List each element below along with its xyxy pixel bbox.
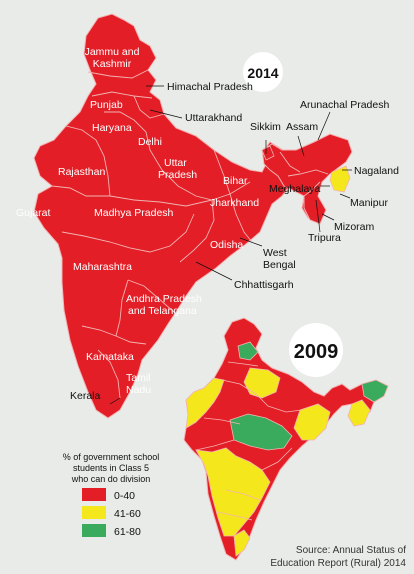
label-uttar: Uttar bbox=[164, 157, 187, 169]
manipur-2014 bbox=[329, 165, 351, 193]
year-badge-2009 bbox=[289, 323, 343, 377]
legend-title-line2: students in Class 5 bbox=[73, 463, 149, 473]
label-west-bengal: Bengal bbox=[263, 259, 296, 271]
green-region-central-2009 bbox=[229, 413, 293, 451]
label-karnataka: Karnataka bbox=[86, 351, 134, 363]
map-2014: 2014 Jammu and Kashmir Himachal Pradesh … bbox=[16, 13, 399, 419]
label-west: West bbox=[263, 247, 287, 259]
label-punjab: Punjab bbox=[90, 99, 123, 111]
source-line2: Education Report (Rural) 2014 bbox=[270, 558, 406, 569]
label-meghalaya: Meghalaya bbox=[269, 183, 321, 195]
legend-swatch-41-60 bbox=[82, 506, 106, 519]
sikkim-2014 bbox=[261, 145, 275, 161]
leader-lines-2014 bbox=[109, 85, 352, 405]
label-haryana: Haryana bbox=[92, 122, 132, 134]
legend-title-line3: who can do division bbox=[71, 474, 151, 484]
state-borders-2009 bbox=[195, 361, 303, 521]
yellow-region-ne-2009 bbox=[347, 399, 371, 427]
label-tamil: Tamil bbox=[126, 372, 151, 384]
source-line1: Source: Annual Status of bbox=[296, 545, 406, 556]
label-chhattisgarh: Chhattisgarh bbox=[234, 279, 294, 291]
yellow-region-central-2009 bbox=[195, 447, 271, 537]
label-jharkhand: Jharkhand bbox=[210, 197, 259, 209]
legend-swatch-0-40 bbox=[82, 488, 106, 501]
label-bihar: Bihar bbox=[223, 175, 248, 187]
year-badge-2014 bbox=[243, 52, 283, 92]
northeast-2014 bbox=[261, 133, 353, 225]
label-kerala: Kerala bbox=[70, 390, 101, 402]
label-madhya-pradesh: Madhya Pradesh bbox=[94, 207, 174, 219]
legend-label-41-60: 41-60 bbox=[114, 508, 141, 520]
lakshadweep-2014 bbox=[74, 320, 78, 324]
legend-title-line1: % of government school bbox=[63, 452, 160, 462]
yellow-region-south-2009 bbox=[233, 529, 251, 557]
state-borders-2014 bbox=[51, 69, 329, 399]
label-uttar-pradesh: Pradesh bbox=[158, 169, 197, 181]
year-label-2014: 2014 bbox=[247, 65, 278, 81]
map-2009: 2009 bbox=[183, 317, 389, 561]
yellow-region-north-2009 bbox=[243, 367, 281, 399]
label-jammu-kashmir: Jammu and bbox=[85, 46, 140, 58]
label-gujarat: Gujarat bbox=[16, 207, 51, 219]
label-telangana: and Telangana bbox=[128, 305, 197, 317]
label-himachal-pradesh: Himachal Pradesh bbox=[167, 81, 253, 93]
label-kashmir: Kashmir bbox=[93, 58, 132, 70]
label-assam: Assam bbox=[286, 121, 318, 133]
legend-label-61-80: 61-80 bbox=[114, 526, 141, 538]
year-label-2009: 2009 bbox=[294, 341, 339, 363]
label-mizoram: Mizoram bbox=[334, 221, 375, 233]
yellow-region-west-2009 bbox=[185, 377, 225, 429]
label-sikkim: Sikkim bbox=[250, 121, 281, 133]
label-maharashtra: Maharashtra bbox=[73, 261, 132, 273]
label-delhi: Delhi bbox=[138, 136, 162, 148]
label-uttarakhand: Uttarakhand bbox=[185, 112, 242, 124]
legend-swatch-61-80 bbox=[82, 524, 106, 537]
label-tripura: Tripura bbox=[308, 232, 341, 244]
green-region-himachal-2009 bbox=[237, 341, 259, 361]
legend: % of government school students in Class… bbox=[63, 452, 160, 538]
label-tamil-nadu: Nadu bbox=[126, 384, 151, 396]
label-manipur: Manipur bbox=[350, 197, 388, 209]
yellow-region-east-2009 bbox=[293, 403, 331, 441]
label-rajasthan: Rajasthan bbox=[58, 166, 105, 178]
label-nagaland: Nagaland bbox=[354, 165, 399, 177]
green-region-ne-2009 bbox=[361, 379, 389, 403]
label-arunachal-pradesh: Arunachal Pradesh bbox=[300, 99, 389, 111]
label-andhra-pradesh: Andhra Pradesh bbox=[126, 293, 202, 305]
label-odisha: Odisha bbox=[210, 239, 243, 251]
source-note: Source: Annual Status of Education Repor… bbox=[270, 545, 406, 569]
legend-label-0-40: 0-40 bbox=[114, 490, 135, 502]
